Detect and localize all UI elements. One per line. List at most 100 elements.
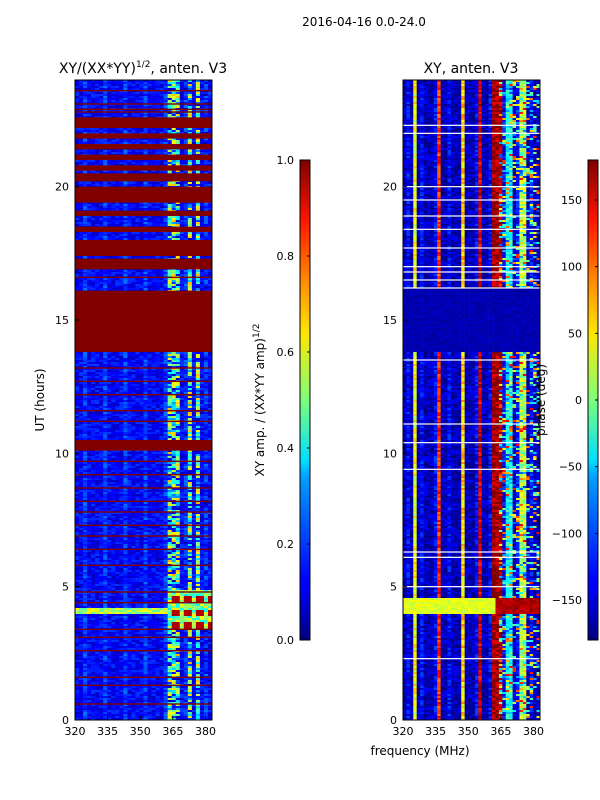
heat-cell (163, 86, 168, 89)
heat-cell (83, 114, 88, 117)
heat-cell (151, 138, 156, 141)
heat-cell (115, 98, 120, 101)
heat-cell (175, 358, 181, 361)
heat-cell (171, 202, 177, 205)
heat-cell (207, 256, 212, 259)
heat-cell (179, 114, 185, 117)
heat-cell (79, 362, 84, 365)
heat-cell (95, 352, 100, 355)
heat-cell (91, 116, 96, 119)
heat-cell (95, 206, 100, 209)
heat-cell (123, 272, 128, 275)
heat-cell (195, 112, 201, 115)
heat-cell (187, 206, 193, 209)
heat-cell (119, 114, 124, 117)
heat-cell (83, 84, 88, 87)
heat-cell (115, 128, 120, 131)
heat-cell (183, 272, 189, 275)
heat-cell (147, 206, 152, 209)
heat-cell (79, 110, 84, 113)
heat-cell (159, 152, 164, 155)
heat-cell (111, 288, 116, 291)
heat-cell (111, 82, 116, 85)
heat-cell (111, 140, 116, 143)
heat-cell (75, 130, 80, 133)
heat-cell (183, 356, 189, 359)
heat-cell (147, 86, 152, 89)
heat-cell (79, 80, 84, 83)
heat-cell (127, 222, 132, 225)
heat-cell (187, 170, 193, 173)
heat-cell (195, 218, 201, 221)
heat-cell (147, 170, 152, 173)
heat-cell (135, 98, 140, 101)
heat-cell (147, 164, 152, 167)
heat-cell (107, 142, 112, 145)
heat-cell (95, 102, 100, 105)
heat-cell (87, 106, 92, 109)
heat-cell (175, 92, 181, 95)
heat-cell (127, 102, 132, 105)
heat-cell (207, 138, 212, 141)
heat-cell (95, 372, 100, 375)
heat-cell (123, 238, 128, 241)
heat-cell (163, 274, 168, 277)
heat-cell (171, 96, 177, 99)
heat-cell (79, 94, 84, 97)
heat-cell (111, 102, 116, 105)
heat-cell (163, 202, 168, 205)
heat-cell (119, 284, 124, 287)
heat-cell (191, 132, 197, 135)
heat-cell (107, 352, 112, 355)
heat-cell (115, 202, 120, 205)
heat-cell (179, 204, 185, 207)
heat-cell (207, 368, 212, 371)
heat-cell (195, 206, 201, 209)
heat-cell (167, 278, 173, 281)
heat-cell (179, 102, 185, 105)
heat-cell (123, 202, 128, 205)
heat-cell (131, 284, 136, 287)
heat-cell (91, 286, 96, 289)
heat-cell (79, 98, 84, 101)
heat-cell (83, 82, 88, 85)
heat-cell (99, 358, 104, 361)
heat-cell (103, 142, 108, 145)
heat-cell (159, 98, 164, 101)
heat-cell (87, 100, 92, 103)
left-title-main: XY/(XX*YY) (59, 61, 136, 77)
heat-cell (103, 88, 108, 91)
heat-cell (163, 366, 168, 369)
heat-cell (183, 238, 189, 241)
heat-cell (207, 170, 212, 173)
heat-cell (195, 184, 201, 187)
heat-cell (139, 172, 144, 175)
heat-cell (167, 184, 173, 187)
heat-cell (171, 114, 177, 117)
heat-cell (115, 286, 120, 289)
heat-cell (87, 184, 92, 187)
heat-cell (119, 88, 124, 91)
heat-cell (119, 182, 124, 185)
heat-cell (191, 286, 197, 289)
heat-cell (155, 98, 160, 101)
heat-cell (151, 100, 156, 103)
heat-cell (123, 284, 128, 287)
heat-cell (171, 360, 177, 363)
heat-cell (195, 234, 201, 237)
heat-cell (187, 278, 193, 281)
heat-cell (159, 84, 164, 87)
heat-cell (75, 364, 80, 367)
heat-cell (107, 354, 112, 357)
heat-cell (179, 84, 185, 87)
heat-cell (131, 272, 136, 275)
heat-cell (203, 208, 209, 211)
heat-cell (107, 218, 112, 221)
heat-cell (171, 270, 177, 273)
heat-cell (147, 286, 152, 289)
heat-cell (199, 270, 205, 273)
heat-cell (123, 220, 128, 223)
heat-cell (151, 356, 156, 359)
heat-cell (95, 150, 100, 153)
heat-cell (143, 100, 148, 103)
